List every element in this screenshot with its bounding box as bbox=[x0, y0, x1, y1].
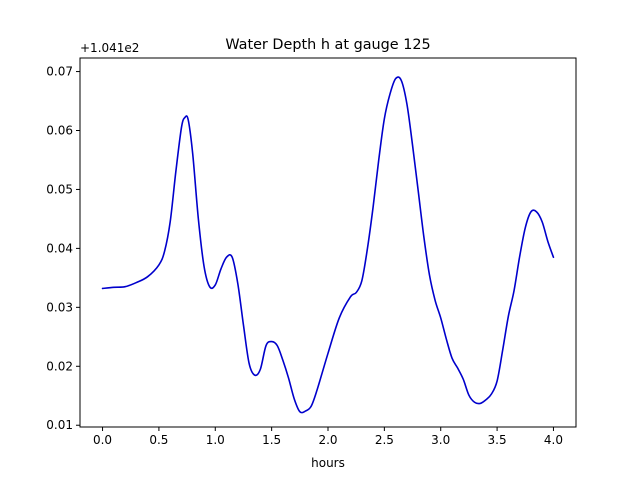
tick-layer: 0.0 0.5 1.0 1.5 2.0 2.5 3.0 3.5 4.0 0.01 0.02 0.03 0… bbox=[46, 65, 563, 447]
x-tick-label: 0.5 bbox=[149, 433, 168, 447]
y-tick-label: 0.03 bbox=[46, 300, 73, 314]
x-tick-label: 2.0 bbox=[318, 433, 337, 447]
y-tick-label: 0.07 bbox=[46, 65, 73, 79]
x-tick-label: 1.5 bbox=[262, 433, 281, 447]
water-depth-series-line bbox=[101, 76, 555, 414]
chart-title: Water Depth h at gauge 125 bbox=[225, 37, 430, 53]
y-tick-label: 0.05 bbox=[46, 182, 73, 196]
x-tick-label: 1.0 bbox=[206, 433, 225, 447]
y-tick-label: 0.04 bbox=[46, 241, 73, 255]
x-tick-label: 2.5 bbox=[375, 433, 394, 447]
y-tick-label: 0.02 bbox=[46, 359, 73, 373]
series-layer bbox=[101, 76, 555, 414]
x-axis-label: hours bbox=[311, 456, 345, 470]
plot-frame bbox=[79, 57, 577, 428]
x-tick-label: 4.0 bbox=[544, 433, 563, 447]
x-tick-label: 3.5 bbox=[488, 433, 507, 447]
x-tick-label: 0.0 bbox=[93, 433, 112, 447]
y-tick-label: 0.06 bbox=[46, 124, 73, 138]
y-axis-offset-label: +1.041e2 bbox=[80, 41, 139, 55]
y-tick-label: 0.01 bbox=[46, 418, 73, 432]
x-tick-label: 3.0 bbox=[431, 433, 450, 447]
